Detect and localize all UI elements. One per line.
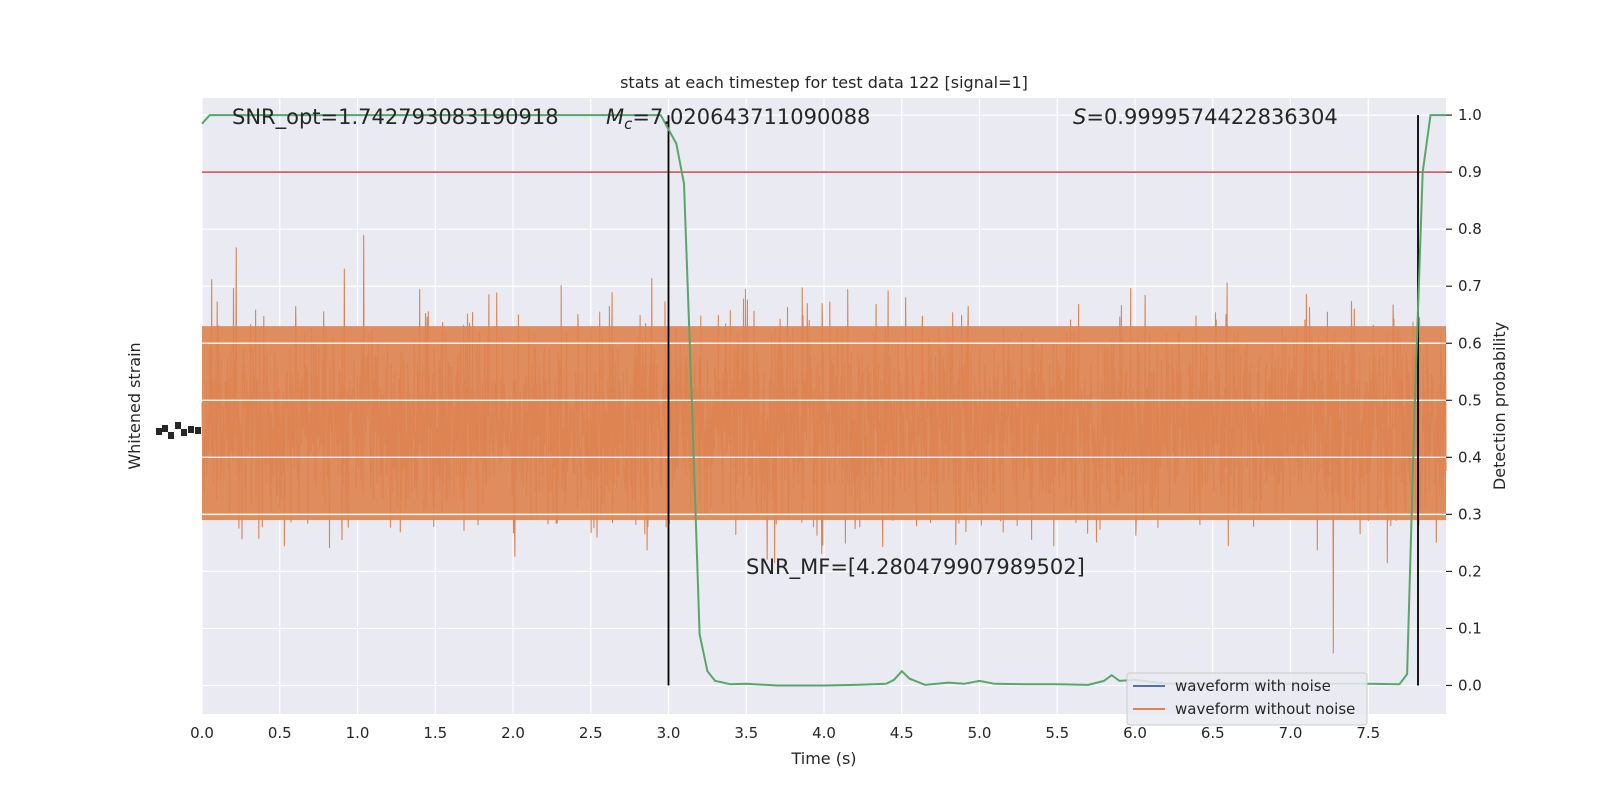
x-tick-label: 1.0 xyxy=(346,724,370,742)
annotation-snr-mf: SNR_MF=[4.280479907989502] xyxy=(746,555,1085,580)
left-tick-mark xyxy=(168,432,174,439)
chirp-mass-symbol: M xyxy=(606,105,624,129)
chirp-mass-value: =7.020643711090088 xyxy=(632,105,870,129)
x-tick-label: 6.0 xyxy=(1123,724,1147,742)
y-right-tick-label: 0.5 xyxy=(1458,391,1482,409)
left-tick-mark xyxy=(162,425,168,432)
y-right-tick-label: 0.4 xyxy=(1458,448,1482,466)
y-right-tick-label: 0.8 xyxy=(1458,220,1482,238)
annotation-chirp-mass: Mc=7.020643711090088 xyxy=(606,105,870,133)
x-tick-label: 6.5 xyxy=(1201,724,1225,742)
y-axis-label-right: Detection probability xyxy=(1490,322,1509,490)
chirp-mass-subscript: c xyxy=(624,115,633,133)
y-right-tick-label: 1.0 xyxy=(1458,106,1482,124)
series-waveform-without-noise xyxy=(201,234,1447,654)
y-axis-label-left: Whitened strain xyxy=(125,342,144,469)
overlays xyxy=(201,114,1446,687)
x-tick-label: 0.0 xyxy=(190,724,214,742)
chart-title: stats at each timestep for test data 122… xyxy=(620,73,1028,92)
waveform-without-noise-band xyxy=(202,326,1446,521)
y-right-tick-label: 0.2 xyxy=(1458,562,1482,580)
x-tick-label: 0.5 xyxy=(268,724,292,742)
x-tick-label: 7.0 xyxy=(1279,724,1303,742)
left-axis-ticks xyxy=(156,422,201,439)
legend-label-waveform-with-noise: waveform with noise xyxy=(1175,677,1331,695)
y-right-tick-label: 0.1 xyxy=(1458,619,1482,637)
y-right-tick-label: 0.9 xyxy=(1458,163,1482,181)
left-tick-mark xyxy=(181,429,187,436)
x-axis-ticks: 0.0 0.5 1.0 1.5 2.0 2.5 3.0 3.5 4.0 4.5 5.0 5.5 6.0 6… xyxy=(190,724,1380,742)
left-tick-mark xyxy=(188,426,194,433)
x-tick-label: 2.0 xyxy=(501,724,525,742)
annotation-snr-opt: SNR_opt=1.742793083190918 xyxy=(232,105,559,130)
legend: waveform with noise waveform without noi… xyxy=(1126,672,1368,726)
x-tick-label: 3.5 xyxy=(734,724,758,742)
s-symbol: S xyxy=(1073,105,1086,129)
s-value: =0.9999574422836304 xyxy=(1086,105,1337,129)
left-tick-mark xyxy=(175,422,181,429)
x-tick-label: 4.0 xyxy=(812,724,836,742)
x-tick-label: 4.5 xyxy=(890,724,914,742)
annotation-s: S=0.9999574422836304 xyxy=(1073,105,1338,129)
left-tick-mark xyxy=(195,427,201,434)
legend-box xyxy=(1126,672,1368,726)
legend-label-waveform-without-noise: waveform without noise xyxy=(1175,700,1355,718)
x-tick-label: 2.5 xyxy=(579,724,603,742)
y-right-axis-ticks: 0.0 0.1 0.2 0.3 0.4 0.5 0.6 0.7 0.8 0.9 1.0 xyxy=(1446,106,1482,694)
x-tick-label: 5.5 xyxy=(1045,724,1069,742)
y-right-tick-label: 0.0 xyxy=(1458,676,1482,694)
left-tick-mark xyxy=(156,428,162,435)
x-tick-label: 1.5 xyxy=(423,724,447,742)
y-right-tick-label: 0.6 xyxy=(1458,334,1482,352)
x-tick-label: 7.5 xyxy=(1356,724,1380,742)
x-tick-label: 3.0 xyxy=(657,724,681,742)
y-right-tick-label: 0.3 xyxy=(1458,505,1482,523)
x-axis-label: Time (s) xyxy=(790,749,856,768)
x-tick-label: 5.0 xyxy=(968,724,992,742)
y-right-tick-label: 0.7 xyxy=(1458,277,1482,295)
